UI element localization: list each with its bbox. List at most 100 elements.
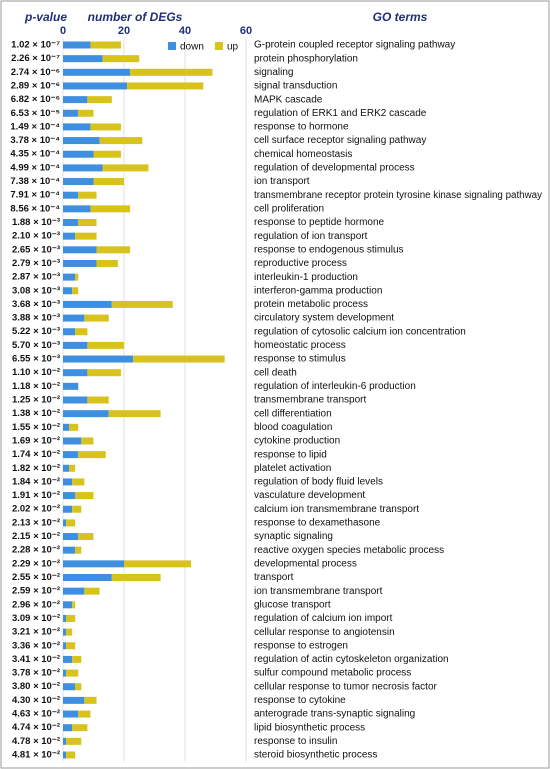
p-value-label: 4.30 × 10⁻² <box>12 695 60 706</box>
bar-segment <box>78 109 94 117</box>
p-value-label: 1.91 × 10⁻² <box>12 490 60 501</box>
bar-segment <box>72 601 76 609</box>
bar-segment <box>63 41 91 49</box>
p-value-label: 4.74 × 10⁻² <box>12 722 60 733</box>
bar-segment <box>66 669 79 677</box>
category-label: chemical homeostasis <box>254 149 352 160</box>
bar-segment <box>63 751 67 759</box>
category-label: interleukin-1 production <box>254 272 358 283</box>
bar-segment <box>108 410 161 418</box>
bar-segment <box>63 696 85 704</box>
bar-segment <box>81 437 94 445</box>
p-value-label: 7.91 × 10⁻⁴ <box>10 190 60 201</box>
category-label: steroid biosynthetic process <box>254 750 377 761</box>
category-label: regulation of body fluid levels <box>254 477 383 488</box>
bar-segment <box>78 219 97 226</box>
category-label: response to hormone <box>254 122 349 133</box>
bar-segment <box>78 533 94 541</box>
bar-segment <box>87 341 124 349</box>
p-value-label: 2.96 × 10⁻² <box>12 599 60 610</box>
bar-segment <box>63 178 94 186</box>
p-value-label: 3.09 × 10⁻² <box>12 613 60 624</box>
bar-segment <box>111 300 173 308</box>
category-label: transport <box>254 572 294 583</box>
p-value-label: 3.41 × 10⁻² <box>12 654 60 665</box>
p-value-label: 1.88 × 10⁻³ <box>12 217 60 228</box>
category-label: vasculature development <box>254 490 365 501</box>
category-label: signaling <box>254 67 293 78</box>
category-label: cell death <box>254 367 297 378</box>
bar-segment <box>78 710 91 718</box>
bar-segment <box>84 587 100 595</box>
bar-segment <box>127 82 204 90</box>
category-label: regulation of ion transport <box>254 231 368 242</box>
p-value-label: 2.79 × 10⁻³ <box>12 258 60 269</box>
bar-segment <box>63 355 134 363</box>
bar-segment <box>63 737 67 745</box>
bar-segment <box>72 478 85 486</box>
bar-segment <box>133 355 225 363</box>
p-value-label: 2.13 × 10⁻² <box>12 517 60 528</box>
category-label: protein metabolic process <box>254 299 368 310</box>
bar-segment <box>63 328 76 336</box>
x-axis-label: number of DEGs <box>88 10 183 24</box>
bar-segment <box>75 492 94 500</box>
p-value-label: 2.89 × 10⁻⁶ <box>11 80 60 91</box>
category-label: glucose transport <box>254 599 331 610</box>
p-value-label: 1.18 × 10⁻² <box>12 381 60 392</box>
bar-segment <box>78 451 106 459</box>
category-label: platelet activation <box>254 463 331 474</box>
p-value-label: 2.87 × 10⁻³ <box>12 272 60 283</box>
bar-segment <box>75 546 82 554</box>
bar-segment <box>63 68 131 76</box>
bar-segment <box>63 505 73 513</box>
bar-segment <box>63 96 88 104</box>
bar-segment <box>63 246 97 254</box>
bar-segment <box>63 219 79 226</box>
bar-segment <box>63 519 67 527</box>
category-label: cellular response to tumor necrosis fact… <box>254 681 438 692</box>
bar-segment <box>72 505 82 513</box>
category-label: regulation of developmental process <box>254 163 415 174</box>
category-label: reproductive process <box>254 258 347 269</box>
bar-segment <box>102 164 149 172</box>
category-label: response to dexamethasone <box>254 518 381 529</box>
bar-segment <box>63 492 76 500</box>
p-value-label: 2.02 × 10⁻² <box>12 504 60 515</box>
p-value-label: 7.38 × 10⁻⁴ <box>10 176 60 187</box>
category-label: regulation of interleukin-6 production <box>254 381 416 392</box>
bar-segment <box>63 164 103 172</box>
bar-segment <box>63 300 112 308</box>
category-label: cell surface receptor signaling pathway <box>254 135 426 146</box>
bar-segment <box>124 560 192 568</box>
bar-segment <box>69 423 79 431</box>
p-value-label: 2.29 × 10⁻² <box>12 558 60 569</box>
bar-segment <box>63 382 79 390</box>
category-label: transmembrane transport <box>254 395 366 406</box>
p-value-label: 8.56 × 10⁻⁴ <box>10 203 60 214</box>
x-tick-label: 60 <box>240 25 252 37</box>
p-value-label: 5.70 × 10⁻³ <box>12 340 60 351</box>
category-label: calcium ion transmembrane transport <box>254 504 419 515</box>
bar-segment <box>111 574 161 581</box>
category-label: cell differentiation <box>254 408 332 419</box>
category-label: blood coagulation <box>254 422 332 433</box>
bar-segment <box>87 396 109 404</box>
bar-segment <box>63 628 67 636</box>
p-value-label: 4.35 × 10⁻⁴ <box>10 149 60 160</box>
bar-segment <box>63 123 91 131</box>
bar-segment <box>63 396 88 404</box>
p-value-label: 6.55 × 10⁻³ <box>12 354 60 365</box>
p-value-label: 2.15 × 10⁻² <box>12 531 60 542</box>
p-value-label: 1.10 × 10⁻² <box>12 367 60 378</box>
p-value-label: 3.88 × 10⁻³ <box>12 313 60 324</box>
bar-segment <box>63 574 112 581</box>
p-value-label: 2.65 × 10⁻³ <box>12 244 60 255</box>
category-label: response to stimulus <box>254 354 346 365</box>
category-label: response to cytokine <box>254 695 346 706</box>
bar-segment <box>66 614 76 622</box>
bar-segment <box>63 546 76 554</box>
category-label: regulation of cytosolic calcium ion conc… <box>254 326 466 337</box>
